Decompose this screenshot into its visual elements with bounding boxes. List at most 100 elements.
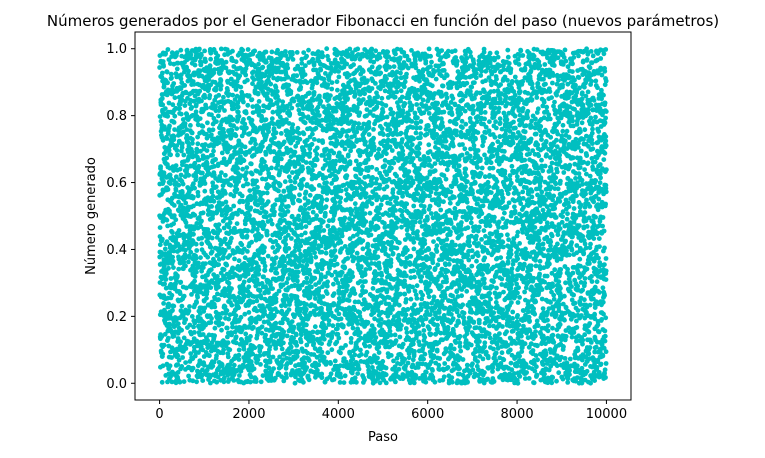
data-point <box>260 144 265 149</box>
data-point <box>202 49 207 54</box>
data-point <box>333 248 338 253</box>
data-point <box>266 129 271 134</box>
data-point <box>326 224 331 229</box>
data-point <box>273 346 278 351</box>
data-point <box>303 207 308 212</box>
data-point <box>363 279 368 284</box>
data-point <box>187 309 192 314</box>
data-point <box>347 73 352 78</box>
data-point <box>310 142 315 147</box>
data-point <box>357 367 362 372</box>
data-point <box>231 204 236 209</box>
data-point <box>325 350 330 355</box>
data-point <box>314 126 319 131</box>
data-point <box>205 120 210 125</box>
data-point <box>247 188 252 193</box>
data-point <box>271 355 276 360</box>
data-point <box>320 197 325 202</box>
data-point <box>158 164 163 169</box>
data-point <box>219 83 224 88</box>
data-point <box>245 182 250 187</box>
data-point <box>291 201 296 206</box>
data-point <box>169 76 174 81</box>
data-point <box>245 103 250 108</box>
data-point <box>331 282 336 287</box>
data-point <box>214 353 219 358</box>
data-point <box>358 348 363 353</box>
data-point <box>195 141 200 146</box>
data-point <box>358 153 363 158</box>
data-point <box>375 246 380 251</box>
data-point <box>318 68 323 73</box>
data-point <box>312 276 317 281</box>
data-point <box>172 120 177 125</box>
data-point <box>372 148 377 153</box>
data-point <box>162 282 167 287</box>
data-point <box>298 244 303 249</box>
data-point <box>315 146 320 151</box>
data-point <box>307 377 312 382</box>
data-point <box>365 350 370 355</box>
data-point <box>173 95 178 100</box>
data-point <box>358 162 363 167</box>
data-point <box>324 46 329 51</box>
data-point <box>219 78 224 83</box>
data-point <box>367 125 372 130</box>
data-point <box>369 233 374 238</box>
data-point <box>304 276 309 281</box>
data-point <box>160 71 165 76</box>
data-point <box>357 110 362 115</box>
data-point <box>352 144 357 149</box>
data-point <box>248 205 253 210</box>
data-point <box>190 131 195 136</box>
data-point <box>324 204 329 209</box>
data-point <box>375 94 380 99</box>
data-point <box>250 172 255 177</box>
data-point <box>165 218 170 223</box>
data-point <box>363 219 368 224</box>
data-point <box>212 305 217 310</box>
data-point <box>343 373 348 378</box>
data-point <box>223 237 228 242</box>
data-point <box>198 255 203 260</box>
data-point <box>368 211 373 216</box>
data-point <box>179 364 184 369</box>
data-point <box>363 267 368 272</box>
data-point <box>297 199 302 204</box>
data-point <box>304 323 309 328</box>
data-point <box>359 264 364 269</box>
data-point <box>377 261 382 266</box>
data-point <box>183 264 188 269</box>
data-point <box>271 110 276 115</box>
data-point <box>271 366 276 371</box>
data-point <box>192 213 197 218</box>
data-point <box>182 379 187 384</box>
data-point <box>363 211 368 216</box>
data-point <box>250 97 255 102</box>
data-point <box>304 307 309 312</box>
data-point <box>272 135 277 140</box>
data-point <box>171 304 176 309</box>
data-point <box>270 286 275 291</box>
data-point <box>237 353 242 358</box>
data-point <box>186 69 191 74</box>
chart-title: Números generados por el Generador Fibon… <box>47 12 719 30</box>
data-point <box>329 371 334 376</box>
data-point <box>227 245 232 250</box>
data-point <box>192 330 197 335</box>
data-point <box>373 48 378 53</box>
data-point <box>355 251 360 256</box>
data-point <box>211 127 216 132</box>
data-point <box>378 55 383 60</box>
data-point <box>208 63 213 68</box>
data-point <box>230 93 235 98</box>
data-point <box>160 380 165 385</box>
data-point <box>373 81 378 86</box>
data-point <box>274 130 279 135</box>
data-point <box>158 225 163 230</box>
data-point <box>253 142 258 147</box>
data-point <box>310 168 315 173</box>
data-point <box>307 358 312 363</box>
data-point <box>353 375 358 380</box>
data-point <box>297 192 302 197</box>
